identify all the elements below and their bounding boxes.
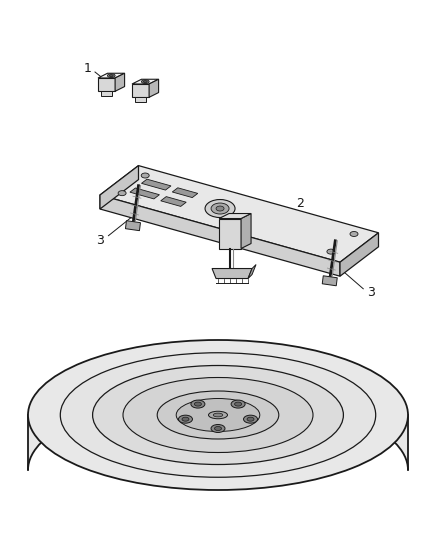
- Ellipse shape: [107, 74, 115, 77]
- Ellipse shape: [211, 424, 225, 432]
- Polygon shape: [240, 214, 251, 248]
- Polygon shape: [339, 233, 378, 276]
- Ellipse shape: [230, 400, 244, 408]
- Ellipse shape: [243, 415, 257, 423]
- Ellipse shape: [215, 206, 223, 211]
- Polygon shape: [219, 219, 240, 248]
- Ellipse shape: [141, 80, 149, 84]
- Text: 1: 1: [84, 61, 92, 75]
- Ellipse shape: [191, 400, 205, 408]
- Polygon shape: [115, 73, 124, 91]
- Polygon shape: [219, 214, 251, 219]
- Ellipse shape: [214, 426, 221, 431]
- Ellipse shape: [194, 402, 201, 406]
- Ellipse shape: [211, 203, 229, 214]
- Polygon shape: [125, 221, 140, 231]
- Polygon shape: [212, 269, 251, 279]
- Ellipse shape: [349, 231, 357, 237]
- Ellipse shape: [109, 75, 113, 77]
- Polygon shape: [101, 91, 111, 96]
- Ellipse shape: [213, 413, 222, 417]
- Polygon shape: [98, 78, 115, 91]
- Polygon shape: [160, 197, 186, 206]
- Polygon shape: [141, 179, 170, 190]
- Ellipse shape: [118, 191, 126, 196]
- Ellipse shape: [92, 366, 343, 464]
- Ellipse shape: [28, 340, 407, 490]
- Ellipse shape: [141, 173, 149, 178]
- Ellipse shape: [326, 249, 334, 254]
- Ellipse shape: [176, 399, 259, 432]
- Ellipse shape: [60, 353, 375, 477]
- Polygon shape: [135, 98, 145, 102]
- Polygon shape: [172, 188, 198, 198]
- Polygon shape: [321, 276, 336, 286]
- Polygon shape: [100, 166, 138, 209]
- Ellipse shape: [247, 417, 254, 421]
- Polygon shape: [100, 195, 339, 276]
- Ellipse shape: [205, 199, 234, 217]
- Polygon shape: [100, 166, 378, 262]
- Polygon shape: [28, 340, 407, 470]
- Ellipse shape: [178, 415, 192, 423]
- Text: 3: 3: [367, 286, 374, 300]
- Ellipse shape: [123, 377, 312, 453]
- Polygon shape: [132, 79, 158, 84]
- Text: 2: 2: [295, 197, 303, 209]
- Ellipse shape: [143, 80, 147, 83]
- Polygon shape: [130, 188, 159, 199]
- Ellipse shape: [234, 402, 241, 406]
- Polygon shape: [98, 73, 124, 78]
- Ellipse shape: [208, 411, 227, 419]
- Polygon shape: [247, 264, 255, 279]
- Polygon shape: [149, 79, 158, 98]
- Polygon shape: [132, 84, 149, 98]
- Ellipse shape: [182, 417, 188, 421]
- Text: 3: 3: [96, 234, 104, 247]
- Ellipse shape: [157, 391, 278, 439]
